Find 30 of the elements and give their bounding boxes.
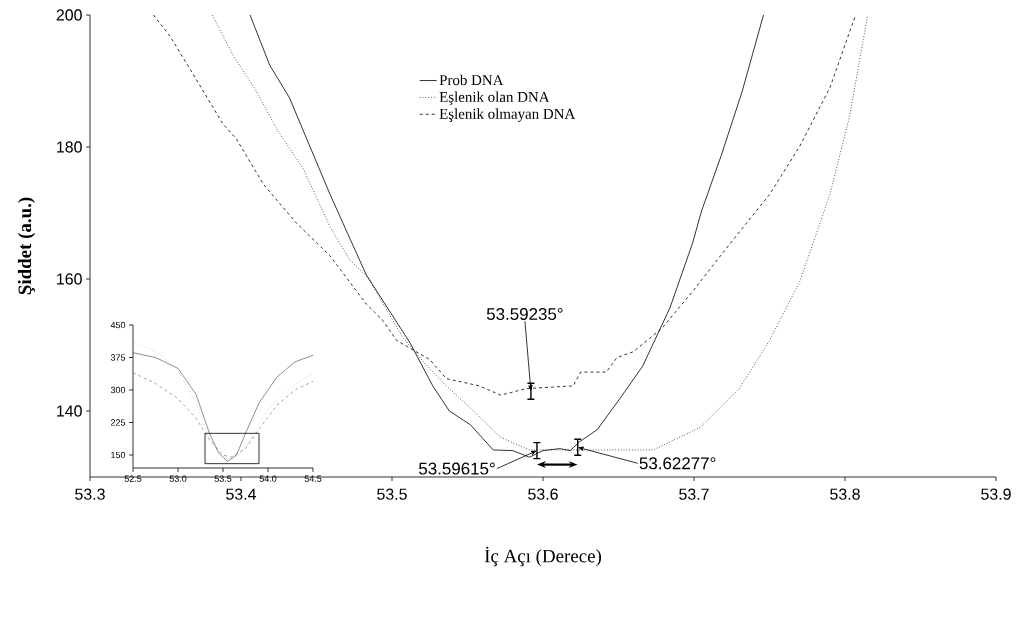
x-tick-label: 53.4 — [226, 488, 257, 500]
x-tick-label: 53.3 — [75, 488, 105, 500]
y-tick-label: 375 — [110, 354, 126, 361]
legend-label: Eşlenik olan DNA — [439, 91, 550, 106]
x-tick-label: 53.5 — [377, 488, 407, 500]
y-tick-label: 180 — [57, 141, 82, 153]
x-tick-label: 53.9 — [981, 488, 1011, 500]
annotation: 53.62277° — [639, 457, 716, 470]
x-tick-label: 52.5 — [124, 475, 142, 482]
y-tick-label: 450 — [110, 321, 126, 329]
annotation: 53.59235° — [486, 308, 563, 321]
y-tick-label: 140 — [57, 405, 82, 417]
legend-label: Eşlenik olmayan DNA — [439, 108, 576, 122]
annotation: 53.59615° — [419, 462, 495, 475]
x-tick-label: 54.5 — [304, 475, 322, 482]
y-tick-label: 160 — [57, 273, 82, 285]
legend-label: Prob DNA — [439, 74, 504, 86]
x-tick-label: 53.6 — [528, 488, 558, 500]
y-tick-label: 200 — [56, 9, 82, 21]
y-axis-title: Şiddet (a.u.) — [17, 197, 36, 295]
x-tick-label: 53.8 — [830, 488, 860, 500]
x-tick-label: 53.7 — [679, 488, 709, 500]
line-series — [133, 372, 313, 458]
x-tick-label: 53.5 — [214, 475, 232, 482]
x-tick-label: 53.0 — [169, 475, 187, 482]
x-axis-title: İç Açı (Derece) — [484, 546, 602, 567]
x-tick-label: 54.0 — [259, 475, 277, 482]
y-tick-label: 300 — [110, 386, 126, 394]
y-tick-label: 225 — [110, 419, 126, 426]
y-tick-label: 150 — [111, 451, 126, 459]
